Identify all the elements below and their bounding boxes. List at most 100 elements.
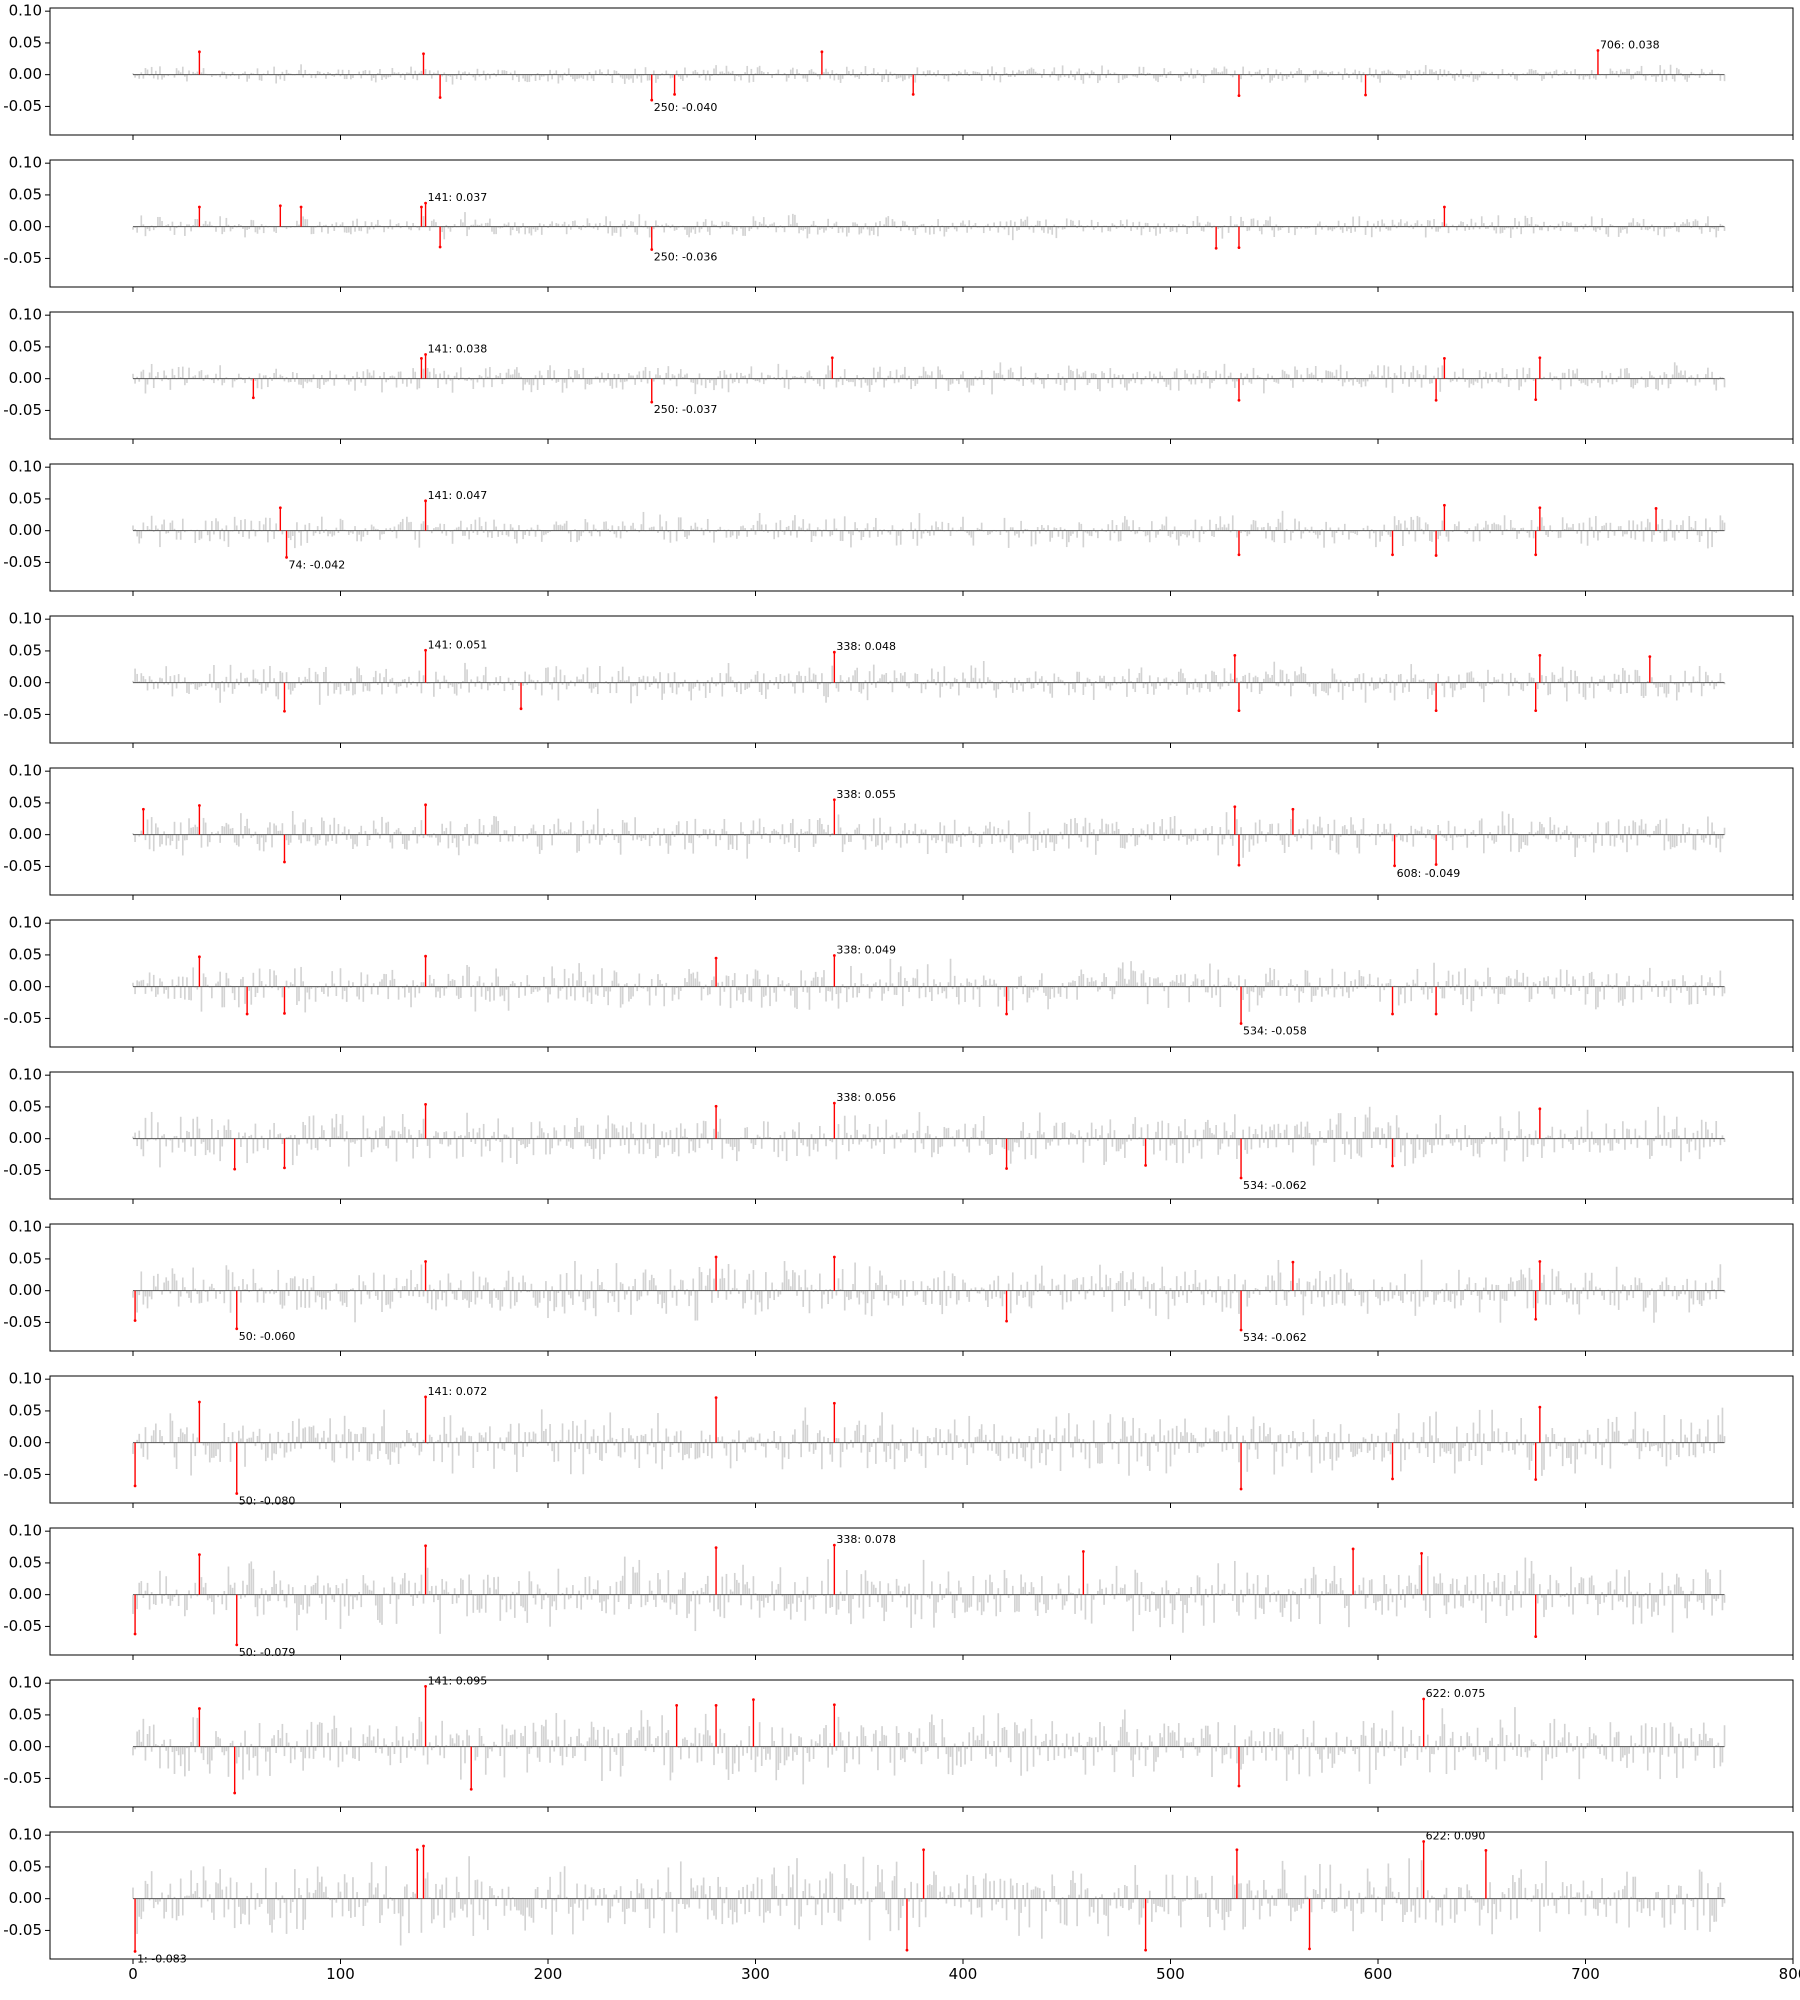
bar	[181, 66, 184, 75]
bar	[1111, 378, 1114, 388]
bar	[1447, 530, 1450, 542]
bar	[877, 371, 879, 379]
bar	[557, 818, 560, 835]
bar	[489, 218, 491, 227]
bar	[1707, 816, 1709, 835]
bar	[1001, 74, 1004, 76]
bar	[1669, 64, 1672, 75]
bar	[1327, 823, 1330, 835]
bar	[563, 221, 566, 227]
bar	[294, 968, 296, 987]
bar	[567, 224, 570, 227]
bar	[171, 520, 174, 531]
bar	[845, 832, 848, 835]
bar	[1698, 530, 1701, 543]
bar	[1198, 682, 1201, 693]
bar	[428, 371, 431, 379]
bar	[796, 530, 798, 538]
bar	[953, 226, 956, 230]
bar	[901, 74, 904, 82]
bar	[1522, 527, 1525, 531]
bar	[1399, 365, 1402, 379]
bar	[1124, 834, 1126, 849]
annotation-label: 141: 0.051	[428, 638, 488, 651]
bar	[1512, 527, 1514, 531]
bar	[1350, 226, 1352, 233]
bar	[543, 74, 545, 77]
bar	[1061, 680, 1064, 683]
bar	[989, 679, 991, 683]
bar	[1431, 226, 1433, 230]
bar	[787, 525, 790, 531]
bar	[848, 834, 850, 842]
bar	[1358, 216, 1361, 227]
bar	[779, 378, 782, 380]
bar	[1719, 673, 1722, 683]
bar	[916, 674, 919, 683]
bar	[549, 530, 551, 532]
bar	[584, 378, 587, 390]
bar	[1385, 378, 1388, 388]
bar	[1480, 529, 1483, 531]
bar	[1032, 834, 1035, 852]
bar	[528, 832, 531, 835]
bar	[1642, 218, 1645, 227]
bar	[1281, 74, 1284, 81]
bar	[1551, 672, 1554, 683]
bar	[372, 74, 375, 78]
bar	[823, 829, 825, 835]
bar	[227, 224, 230, 227]
bar	[802, 226, 805, 231]
bar	[1439, 378, 1442, 392]
bar	[389, 527, 392, 531]
bar	[856, 74, 859, 78]
bar	[1404, 520, 1406, 531]
bar	[706, 518, 709, 531]
bar	[798, 526, 800, 531]
bar	[1105, 682, 1108, 689]
bar	[1256, 677, 1259, 683]
axes-frame	[49, 919, 1794, 1048]
bar	[897, 530, 900, 536]
bar	[377, 986, 379, 995]
bar	[420, 982, 423, 987]
bar	[706, 680, 709, 683]
bar	[1368, 530, 1371, 539]
bar	[725, 673, 728, 683]
bar	[657, 367, 659, 379]
bar	[1657, 524, 1659, 531]
bar	[1657, 823, 1659, 835]
bar	[1159, 528, 1161, 531]
bar	[1501, 368, 1504, 379]
bar	[1495, 834, 1498, 842]
bar	[1551, 530, 1554, 532]
bar	[810, 679, 813, 683]
bar	[530, 986, 533, 994]
bar	[1636, 524, 1639, 531]
bar	[420, 523, 423, 531]
bar	[516, 74, 518, 77]
bar	[914, 528, 917, 531]
bar	[474, 986, 477, 1012]
bar	[864, 834, 867, 850]
bar	[233, 682, 236, 689]
bar	[626, 74, 628, 79]
bar	[134, 74, 136, 78]
bar	[1227, 226, 1230, 233]
bar	[331, 223, 334, 227]
bar	[370, 375, 373, 379]
highlight-point	[1538, 356, 1542, 360]
bar	[1534, 832, 1537, 835]
bar	[634, 226, 636, 233]
bar	[1074, 74, 1076, 81]
bar	[480, 832, 483, 835]
bar	[588, 682, 591, 689]
bar	[132, 373, 134, 379]
bar	[821, 226, 823, 229]
bar	[360, 825, 363, 835]
bar	[1105, 74, 1108, 78]
bar	[1368, 834, 1371, 837]
bar	[240, 519, 242, 531]
bar	[999, 221, 1002, 227]
